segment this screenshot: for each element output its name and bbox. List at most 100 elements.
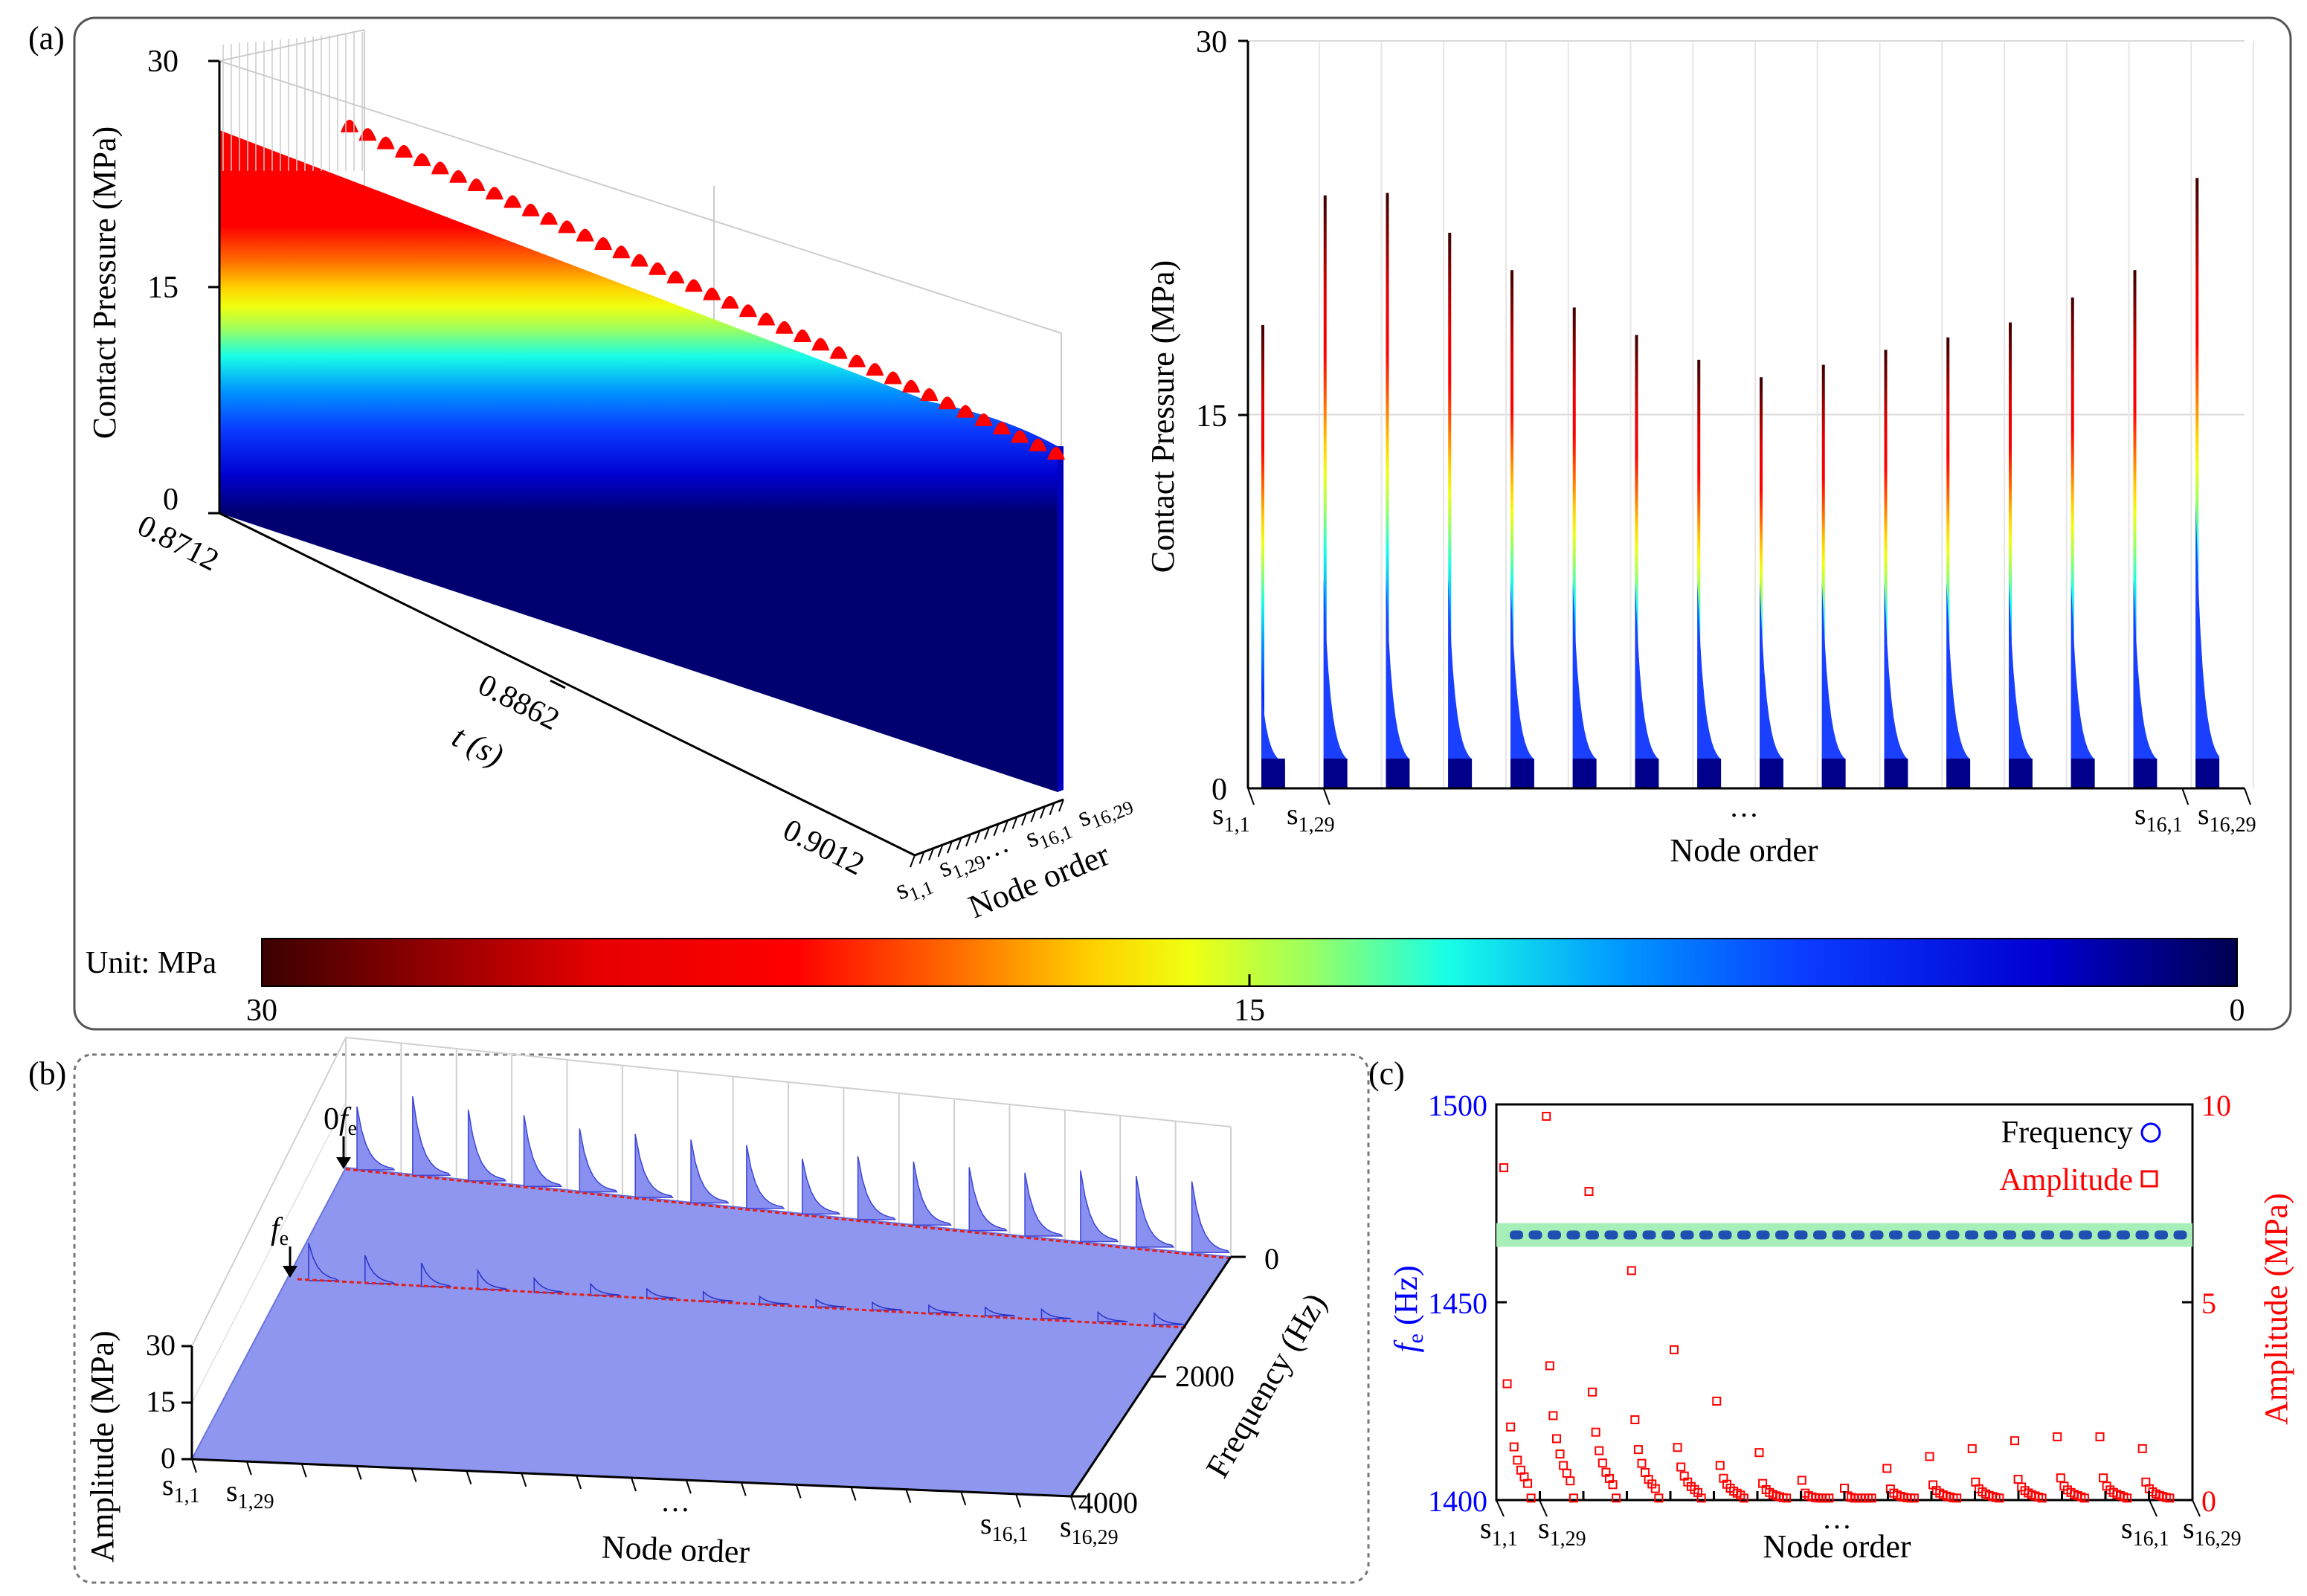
c-frequency-series [1510, 1230, 2187, 1240]
a2d-segment-body [1323, 579, 1348, 788]
c-amplitude-point [2099, 1473, 2108, 1483]
colorbar: Unit: MPa 30 15 0 [86, 938, 2245, 1028]
a3d-ridge-peak [1047, 447, 1065, 460]
a3d-ridge-peak [757, 312, 776, 326]
c-frequency-point [1642, 1230, 1656, 1240]
b3d-spike-fe [1154, 1312, 1185, 1325]
c-legend-amplitude: Amplitude [1999, 1163, 2133, 1197]
b3d-spike-0fe [412, 1095, 451, 1177]
c-legend-frequency: Frequency [2001, 1116, 2133, 1150]
b3d-xtick [1070, 1496, 1076, 1510]
c-amplitude-point [2037, 1493, 2047, 1503]
panel-a-frame [73, 16, 2292, 1031]
c-amplitude-point [1676, 1462, 1686, 1472]
c-amplitude-point [1526, 1493, 1536, 1503]
a3d-ridge-peak [358, 128, 377, 141]
b3d-xtick [685, 1479, 692, 1494]
a3d-ridge-peak [1011, 430, 1029, 443]
a2d-peak-bar [2133, 270, 2137, 788]
c-amplitude-point [1509, 1442, 1519, 1452]
c-frequency-point [1983, 1230, 1998, 1240]
a2d-peak-bar [1821, 364, 1825, 788]
a2d-segment-base [1760, 759, 1783, 788]
a3d-ridge-peak [431, 161, 449, 175]
a2d-xtick [1322, 788, 1331, 805]
c-frequency-point [1566, 1230, 1580, 1240]
c-frequency-point [1927, 1230, 1940, 1240]
c-amplitude-point [1523, 1478, 1533, 1488]
a3d-node-tick [1049, 802, 1055, 816]
a3d-box-line [219, 60, 1062, 334]
c-frequency-point [1718, 1230, 1732, 1240]
c-frequency-point [1794, 1230, 1808, 1240]
c-amplitude-point [1739, 1493, 1748, 1503]
a2d-peak-bar [1884, 350, 1888, 788]
a3d-node-tick [965, 834, 971, 847]
a2d-peak-bar [1946, 337, 1950, 788]
a2d-segment-base [1697, 759, 1722, 788]
a2d-ylabel: Contact Pressure (MPa) [1145, 260, 1181, 573]
a2d-segment-base [1448, 759, 1473, 788]
c-amplitude-point [1650, 1484, 1660, 1493]
a3d-ridge-peak [848, 354, 866, 367]
b3d-xticks [191, 1458, 1076, 1510]
c-amplitude-point [1584, 1187, 1594, 1197]
b3d-spike-fe [477, 1268, 508, 1290]
c-amplitude-point [2010, 1436, 2019, 1446]
c-ticks [1495, 1103, 2201, 1517]
a2d-peak-bar [1510, 270, 1513, 788]
c-frequency-point [1870, 1230, 1884, 1240]
a3d-zlabel: Contact Pressure (MPa) [86, 126, 123, 439]
a3d-ridge-peak [630, 254, 649, 267]
a2d-segment-base [1261, 759, 1285, 788]
b3d-back-side [191, 1037, 347, 1347]
a2d-peak-bar [1323, 195, 1327, 788]
c-amplitude-point [1627, 1266, 1636, 1275]
b3d-arrowhead [283, 1266, 297, 1278]
panel-c-label: (c) [1368, 1055, 1405, 1092]
b3d-floor [190, 1166, 1232, 1498]
a3d-ridge-peak [649, 262, 667, 275]
a2d-segment-body [1697, 581, 1722, 788]
a3d-node-ticks [910, 799, 1064, 868]
a3d-ridge-peak [739, 304, 757, 318]
a3d-node-tick [910, 855, 916, 868]
b3d-xtick [245, 1461, 252, 1476]
c-frequency-point [2173, 1230, 2187, 1240]
c-frequency-point [1756, 1230, 1770, 1240]
c-xtick-label: s1,1 [1480, 1511, 1518, 1551]
c-amplitude-point [1591, 1427, 1600, 1437]
c-frequency-point [2021, 1230, 2036, 1240]
a2d-peak-bar [1572, 307, 1576, 788]
c-frequency-point [1699, 1230, 1713, 1240]
a2d-segment-base [2070, 759, 2095, 788]
a3d-ridge-peak [237, 174, 250, 183]
a3d-node-tick [947, 840, 953, 854]
b3d-spike-0fe [1080, 1170, 1119, 1243]
b3d-spike-0fe [467, 1109, 507, 1182]
c-xtick-label: s1,29 [1538, 1511, 1586, 1551]
b3d-spike-fe [759, 1295, 790, 1305]
a3d-ridge-peak [902, 379, 921, 393]
b3d-xtick [576, 1475, 582, 1490]
c-amplitude-point [1882, 1464, 1892, 1473]
a3d-ridge-peak [395, 144, 414, 158]
c-amplitude-point [1612, 1493, 1621, 1503]
a3d-wall [219, 130, 1058, 792]
a3d-ridge-peak [576, 228, 594, 242]
c-amplitude-point [2079, 1493, 2089, 1503]
a2d-segment-base [1510, 759, 1534, 788]
a3d-ridge-peak [335, 192, 348, 201]
c-amplitude-point [1545, 1361, 1554, 1371]
c-frequency-point [1548, 1230, 1561, 1240]
a2d-peak-bar [1697, 359, 1701, 788]
a3d-xtick-label: s16,29 [1073, 784, 1137, 837]
c-amplitude-point [1670, 1345, 1679, 1354]
b3d-xtick [355, 1466, 362, 1480]
a2d-bars [1261, 178, 2220, 789]
b3d-spike-fe [815, 1298, 846, 1308]
a2d-segment-base [1821, 759, 1846, 788]
a3d-ridge-peak [1029, 438, 1047, 451]
c-amplitude-point [1637, 1458, 1647, 1468]
b3d-arrowhead [336, 1157, 351, 1169]
